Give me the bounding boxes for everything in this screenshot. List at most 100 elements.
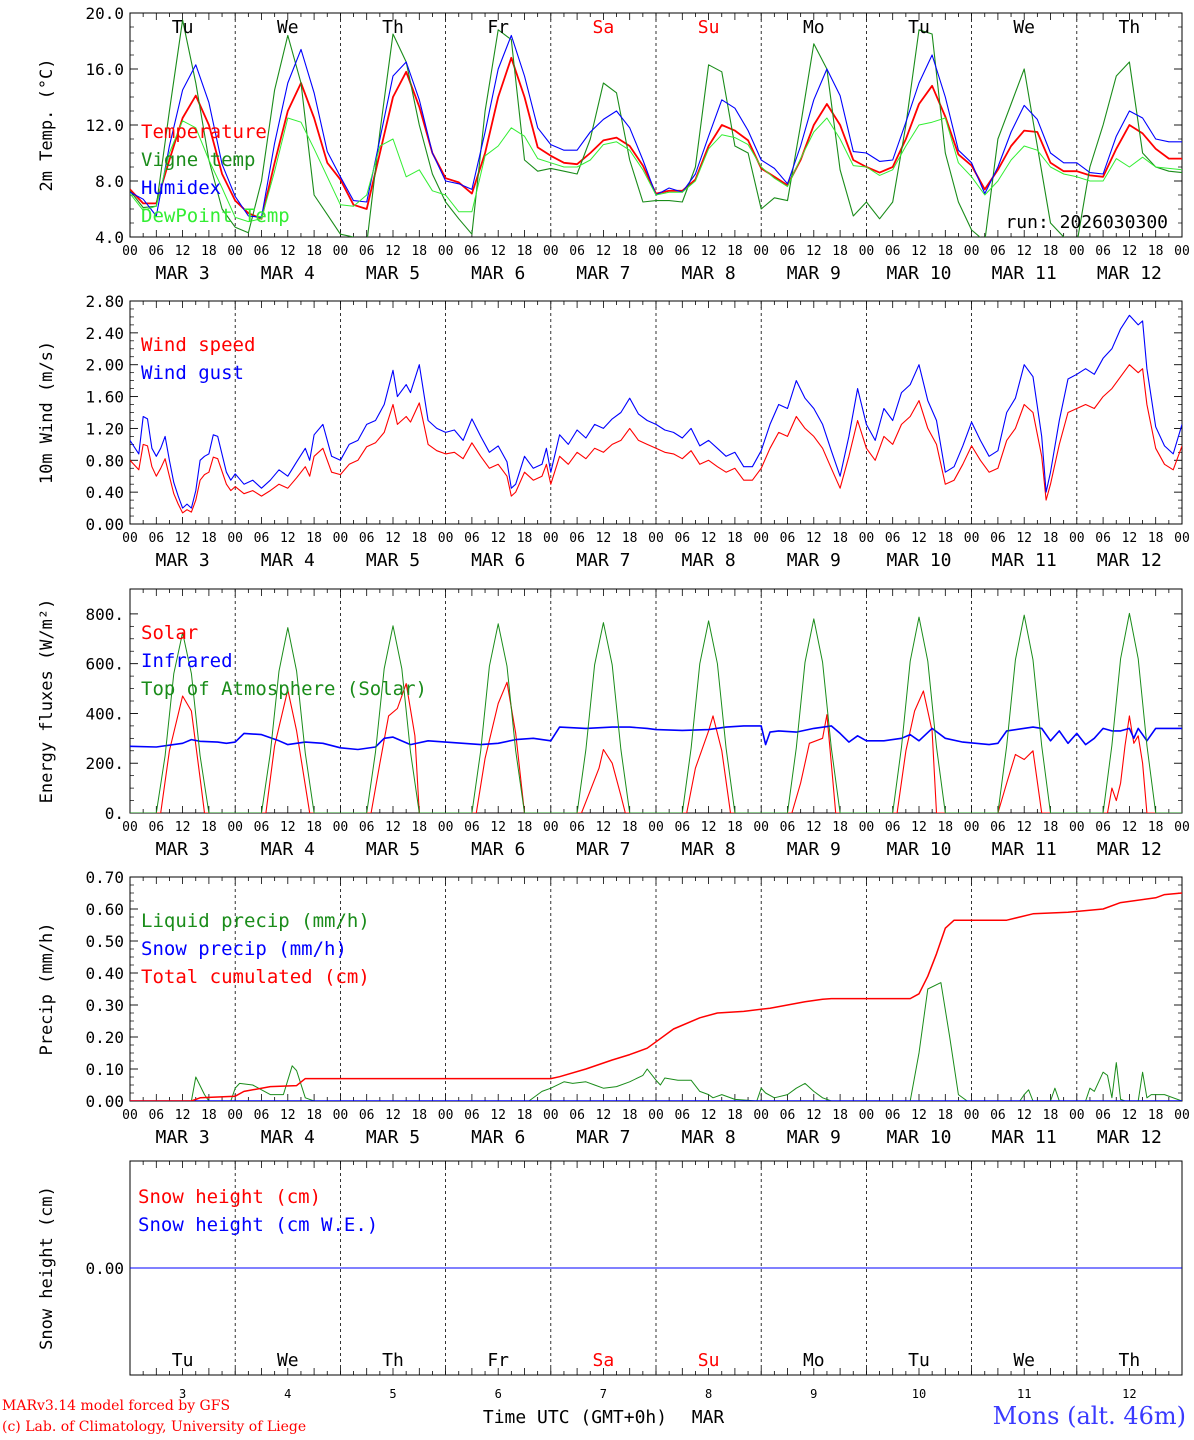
hour-label: 12 bbox=[280, 531, 296, 546]
legend-entry: Vigne temp bbox=[141, 149, 255, 171]
hour-label: 06 bbox=[148, 1108, 164, 1123]
hour-label: 00 bbox=[333, 820, 349, 835]
y-tick-label: 20.0 bbox=[85, 4, 124, 23]
hour-label: 06 bbox=[569, 1108, 585, 1123]
hour-label: 06 bbox=[254, 244, 270, 259]
day-label: MAR 6 bbox=[471, 1127, 525, 1148]
day-label: MAR 5 bbox=[366, 263, 420, 284]
y-tick-label: 0.60 bbox=[85, 900, 124, 919]
y-tick-label: 0.20 bbox=[85, 1028, 124, 1047]
day-number: 4 bbox=[284, 1387, 291, 1401]
hour-label: 12 bbox=[1122, 1108, 1138, 1123]
weekday-label-top: We bbox=[277, 17, 299, 38]
day-label: MAR 11 bbox=[992, 550, 1057, 571]
hour-label: 18 bbox=[832, 244, 848, 259]
hour-label: 12 bbox=[175, 1108, 191, 1123]
hour-label: 00 bbox=[1174, 1108, 1190, 1123]
hour-label: 06 bbox=[359, 244, 375, 259]
hour-label: 00 bbox=[859, 244, 875, 259]
day-label: MAR 7 bbox=[576, 1127, 630, 1148]
hour-label: 18 bbox=[727, 244, 743, 259]
hour-label: 00 bbox=[859, 1108, 875, 1123]
hour-label: 12 bbox=[1016, 1108, 1032, 1123]
y-tick-label: 0.30 bbox=[85, 996, 124, 1015]
hour-label: 06 bbox=[359, 1108, 375, 1123]
hour-label: 00 bbox=[648, 531, 664, 546]
hour-label: 18 bbox=[306, 531, 322, 546]
day-label: MAR 12 bbox=[1097, 263, 1162, 284]
hour-label: 18 bbox=[1043, 820, 1059, 835]
hour-label: 12 bbox=[911, 531, 927, 546]
weekday-label-bottom: Mo bbox=[803, 1350, 825, 1371]
hour-label: 18 bbox=[1043, 244, 1059, 259]
hour-label: 18 bbox=[411, 820, 427, 835]
hour-label: 12 bbox=[385, 1108, 401, 1123]
hour-label: 18 bbox=[201, 244, 217, 259]
y-tick-label: 2.80 bbox=[85, 292, 124, 311]
hour-label: 06 bbox=[674, 244, 690, 259]
day-label: MAR 3 bbox=[156, 550, 210, 571]
series-line-wind-gust bbox=[130, 314, 1182, 509]
hour-label: 00 bbox=[438, 820, 454, 835]
hour-label: 18 bbox=[622, 244, 638, 259]
day-label: MAR 9 bbox=[787, 550, 841, 571]
weekday-label-top: Th bbox=[1119, 17, 1141, 38]
hour-label: 00 bbox=[1174, 244, 1190, 259]
legend-entry: Snow height (cm) bbox=[138, 1186, 321, 1208]
day-number: 12 bbox=[1122, 1387, 1136, 1401]
hour-label: 18 bbox=[517, 820, 533, 835]
hour-label: 12 bbox=[490, 820, 506, 835]
hour-label: 12 bbox=[1016, 820, 1032, 835]
hour-label: 06 bbox=[148, 531, 164, 546]
hour-label: 18 bbox=[1043, 531, 1059, 546]
hour-label: 06 bbox=[569, 820, 585, 835]
hour-label: 12 bbox=[385, 531, 401, 546]
hour-label: 06 bbox=[990, 1108, 1006, 1123]
legend-entry: Solar bbox=[141, 622, 198, 644]
hour-label: 00 bbox=[122, 531, 138, 546]
panel-5: 0.00 Snow height (cm) Snow height (cm) Snow… bbox=[37, 1160, 1183, 1376]
hour-label: 00 bbox=[648, 1108, 664, 1123]
hour-label: 18 bbox=[517, 1108, 533, 1123]
hour-label: 18 bbox=[832, 820, 848, 835]
y-axis-label: Snow height (cm) bbox=[37, 1186, 57, 1350]
hour-label: 00 bbox=[964, 244, 980, 259]
hour-label: 00 bbox=[964, 820, 980, 835]
hour-label: 18 bbox=[832, 531, 848, 546]
hour-label: 00 bbox=[543, 820, 559, 835]
day-label: MAR 3 bbox=[156, 839, 210, 860]
y-tick-label: 16.0 bbox=[85, 60, 124, 79]
hour-label: 12 bbox=[175, 820, 191, 835]
hour-label: 18 bbox=[1148, 820, 1164, 835]
y-tick-label: 0.40 bbox=[85, 483, 124, 502]
series-line-infrared bbox=[130, 725, 1182, 751]
y-tick-label: 0.50 bbox=[85, 932, 124, 951]
day-label: MAR 4 bbox=[261, 263, 315, 284]
y-tick-label: 600. bbox=[85, 655, 124, 674]
hour-label: 00 bbox=[122, 244, 138, 259]
y-tick-label: 1.60 bbox=[85, 388, 124, 407]
weekday-label-top: Th bbox=[382, 17, 404, 38]
weekday-label-bottom: We bbox=[277, 1350, 299, 1371]
hour-label: 06 bbox=[885, 1108, 901, 1123]
hour-label: 06 bbox=[674, 1108, 690, 1123]
hour-label: 00 bbox=[227, 820, 243, 835]
hour-label: 00 bbox=[753, 820, 769, 835]
hour-label: 06 bbox=[254, 531, 270, 546]
day-number: 10 bbox=[912, 1387, 926, 1401]
hour-label: 00 bbox=[438, 1108, 454, 1123]
hour-label: 00 bbox=[859, 820, 875, 835]
hour-label: 00 bbox=[543, 531, 559, 546]
day-label: MAR 3 bbox=[156, 1127, 210, 1148]
hour-label: 00 bbox=[753, 531, 769, 546]
y-tick-label: 0.40 bbox=[85, 964, 124, 983]
hour-label: 00 bbox=[1069, 1108, 1085, 1123]
day-label: MAR 5 bbox=[366, 1127, 420, 1148]
hour-label: 18 bbox=[937, 531, 953, 546]
hour-label: 06 bbox=[569, 244, 585, 259]
hour-label: 00 bbox=[227, 244, 243, 259]
hour-label: 12 bbox=[1016, 531, 1032, 546]
panel-frame bbox=[129, 12, 1183, 238]
hour-label: 12 bbox=[1122, 244, 1138, 259]
day-label: MAR 6 bbox=[471, 550, 525, 571]
